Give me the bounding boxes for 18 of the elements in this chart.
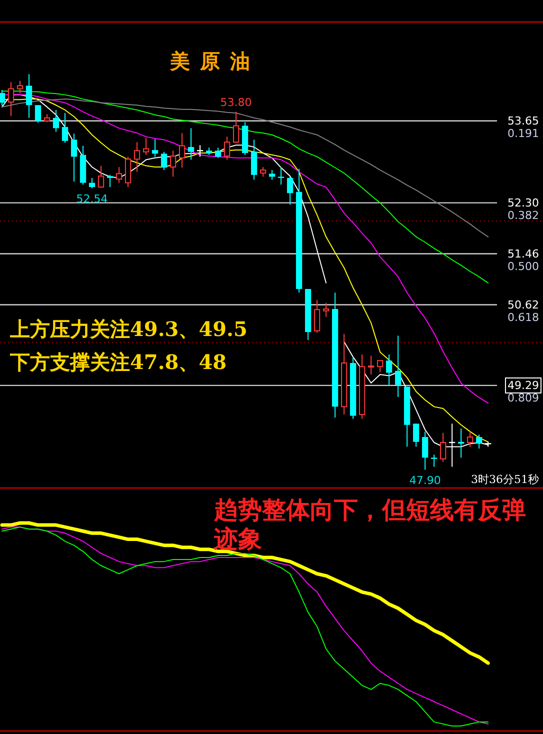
ytick: 51.46 [508, 247, 539, 260]
data-label: 52.54 [76, 192, 108, 206]
annotation: 上方压力关注49.3、49.5 [10, 317, 248, 341]
ref-note: 0.618 [508, 310, 539, 324]
ytick: 53.65 [508, 114, 539, 128]
ytick: 50.62 [508, 298, 539, 312]
ref-note: 0.809 [508, 391, 539, 404]
data-label: 53.80 [220, 96, 252, 109]
annotation: 趋势整体向下，但短线有反弹迹象 [214, 495, 526, 553]
ref-note: 0.191 [508, 126, 539, 140]
annotation: 下方支撑关注47.8、48 [10, 350, 227, 374]
ref-note: 0.382 [508, 208, 539, 222]
ytick: 49.29 [508, 378, 539, 392]
annotation: 3时36分51秒 [471, 473, 539, 486]
ref-note: 0.500 [508, 260, 539, 273]
ytick: 52.30 [508, 196, 539, 210]
data-label: 47.90 [409, 474, 441, 487]
title: 美原油 [170, 49, 260, 73]
